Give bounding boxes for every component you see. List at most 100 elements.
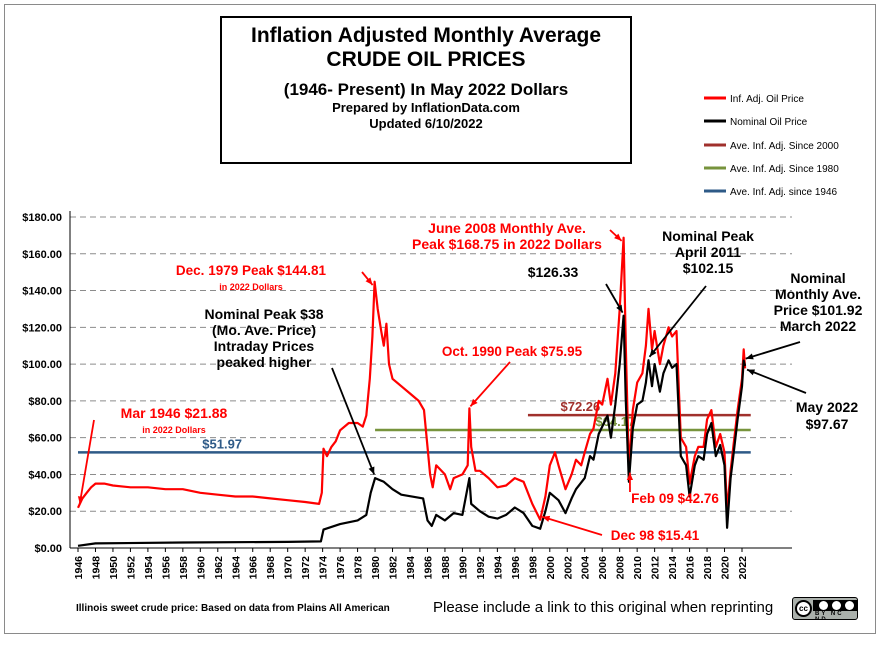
annotation-arrowhead bbox=[614, 233, 622, 241]
annotation-arrowhead bbox=[542, 515, 551, 522]
x-tick-label: 2006 bbox=[597, 556, 609, 580]
annotation-text: Dec 98 $15.41 bbox=[611, 528, 700, 543]
x-tick-label: 1992 bbox=[475, 556, 487, 580]
annotation-text: Price $101.92 bbox=[774, 302, 863, 318]
annotation-text: $126.33 bbox=[528, 264, 579, 280]
annotation-arrow bbox=[78, 419, 95, 505]
y-tick-label: $0.00 bbox=[34, 543, 62, 555]
annotation-arrowhead bbox=[626, 472, 634, 480]
x-tick-label: 1956 bbox=[160, 556, 172, 580]
annotation-subtext: in 2022 Dollars bbox=[219, 282, 283, 292]
annotation-arrow bbox=[331, 367, 376, 475]
annotation-text: Feb 09 $42.76 bbox=[631, 491, 719, 506]
y-tick-label: $140.00 bbox=[22, 286, 62, 298]
annotation-arrow bbox=[746, 368, 807, 394]
x-tick-label: 2008 bbox=[615, 556, 627, 580]
x-tick-label: 2016 bbox=[685, 556, 697, 580]
x-tick-label: 1948 bbox=[90, 556, 102, 580]
x-tick-label: 1968 bbox=[265, 556, 277, 580]
y-tick-label: $120.00 bbox=[22, 322, 62, 334]
chart-frame bbox=[4, 4, 876, 634]
y-tick-label: $80.00 bbox=[28, 396, 62, 408]
annotation-text: June 2008 Monthly Ave. bbox=[428, 220, 586, 236]
creative-commons-icon: cc BY NC ND bbox=[792, 597, 858, 620]
x-tick-label: 2004 bbox=[580, 556, 592, 580]
cc-license-tags: BY NC ND bbox=[815, 611, 844, 620]
cc-nd-icon bbox=[845, 601, 854, 610]
annotation-text: $102.15 bbox=[683, 260, 734, 276]
title-box: Inflation Adjusted Monthly Average CRUDE… bbox=[220, 16, 632, 164]
annotation-arrow bbox=[648, 285, 707, 358]
x-tick-label: 1984 bbox=[405, 556, 417, 580]
y-tick-label: $100.00 bbox=[22, 359, 62, 371]
x-tick-label: 2022 bbox=[737, 556, 749, 580]
annotation-arrowhead bbox=[470, 398, 478, 407]
legend-label: Nominal Oil Price bbox=[730, 117, 808, 128]
annotation-text: $97.67 bbox=[806, 416, 849, 432]
annotation-text: Dec. 1979 Peak $144.81 bbox=[176, 263, 327, 278]
x-tick-label: 1980 bbox=[370, 556, 382, 580]
reprint-note: Please include a link to this original w… bbox=[433, 599, 774, 616]
annotation-arrow bbox=[745, 341, 801, 360]
legend-label: Inf. Adj. Oil Price bbox=[730, 94, 804, 105]
annotation-text: Nominal bbox=[790, 270, 845, 286]
annotation-text: April 2011 bbox=[675, 244, 741, 260]
data-source-note: Illinois sweet crude price: Based on dat… bbox=[76, 603, 390, 614]
annotation-text: Nominal Peak bbox=[662, 228, 754, 244]
y-tick-label: $160.00 bbox=[22, 249, 62, 261]
chart-credit: Prepared by InflationData.com bbox=[332, 100, 520, 115]
x-tick-label: 1966 bbox=[248, 556, 260, 580]
annotation-arrowhead bbox=[745, 353, 754, 360]
annotation-arrowhead bbox=[365, 277, 373, 286]
annotation-text: Monthly Ave. bbox=[775, 286, 861, 302]
x-tick-label: 2020 bbox=[720, 556, 732, 580]
legend-label: Ave. Inf. Adj. Since 2000 bbox=[730, 141, 839, 152]
x-tick-label: 1974 bbox=[318, 556, 330, 580]
average-label: $51.97 bbox=[202, 436, 242, 451]
annotation-text: peaked higher bbox=[217, 354, 312, 370]
annotation-text: Mar 1946 $21.88 bbox=[121, 405, 228, 421]
x-tick-label: 2010 bbox=[632, 556, 644, 580]
annotation-text: May 2022 bbox=[796, 399, 858, 415]
x-tick-label: 1988 bbox=[440, 556, 452, 580]
x-tick-label: 1954 bbox=[143, 556, 155, 580]
legend-label: Ave. Inf. Adj. Since 1980 bbox=[730, 164, 839, 175]
series-line bbox=[77, 314, 747, 547]
cc-nc-icon bbox=[832, 601, 841, 610]
cc-logo-icon: cc bbox=[795, 600, 812, 617]
x-tick-label: 2012 bbox=[650, 556, 662, 580]
x-tick-label: 1950 bbox=[108, 556, 120, 580]
x-tick-label: 1958 bbox=[178, 556, 190, 580]
annotation-arrow bbox=[469, 361, 511, 408]
annotation-text: Oct. 1990 Peak $75.95 bbox=[442, 344, 583, 359]
average-label: $72.26 bbox=[560, 399, 600, 414]
x-tick-label: 1960 bbox=[195, 556, 207, 580]
x-tick-label: 1970 bbox=[283, 556, 295, 580]
x-tick-label: 2014 bbox=[667, 556, 679, 580]
chart-subtitle: (1946- Present) In May 2022 Dollars bbox=[283, 80, 569, 99]
x-tick-label: 1976 bbox=[335, 556, 347, 580]
x-tick-label: 1990 bbox=[457, 556, 469, 580]
x-tick-label: 1986 bbox=[422, 556, 434, 580]
x-tick-label: 1946 bbox=[73, 556, 85, 580]
x-tick-label: 1994 bbox=[492, 556, 504, 580]
annotation-arrowhead bbox=[649, 349, 657, 357]
x-tick-label: 1964 bbox=[230, 556, 242, 580]
x-tick-label: 1962 bbox=[213, 556, 225, 580]
x-tick-label: 1996 bbox=[510, 556, 522, 580]
y-tick-label: $60.00 bbox=[28, 433, 62, 445]
x-tick-label: 2000 bbox=[545, 556, 557, 580]
annotation-arrowhead bbox=[368, 466, 375, 475]
y-tick-label: $40.00 bbox=[28, 469, 62, 481]
x-tick-label: 1982 bbox=[388, 556, 400, 580]
x-tick-label: 1972 bbox=[300, 556, 312, 580]
cc-by-icon bbox=[819, 601, 828, 610]
annotation-arrow bbox=[541, 515, 603, 536]
x-tick-label: 1978 bbox=[353, 556, 365, 580]
y-tick-label: $20.00 bbox=[28, 506, 62, 518]
legend-label: Ave. Inf. Adj. since 1946 bbox=[730, 187, 838, 198]
chart-title-line-1: Inflation Adjusted Monthly Average bbox=[250, 24, 602, 47]
y-tick-label: $180.00 bbox=[22, 212, 62, 224]
annotation-subtext: in 2022 Dollars bbox=[142, 425, 206, 435]
